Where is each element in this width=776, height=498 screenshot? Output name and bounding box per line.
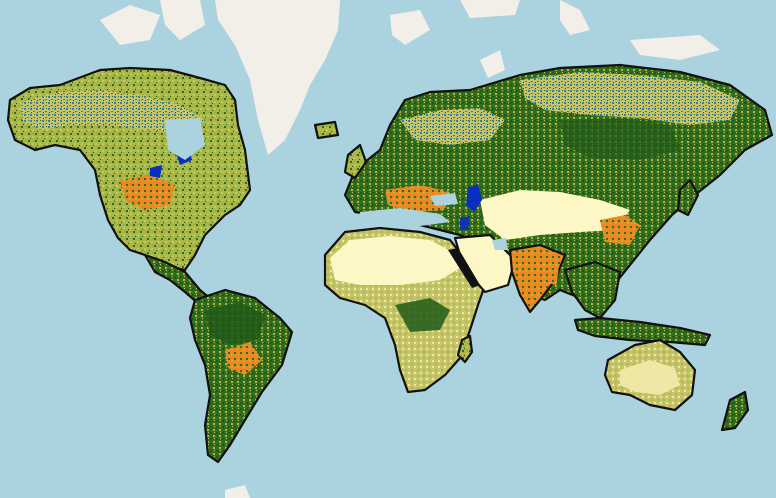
antarctica-edge [225, 485, 250, 498]
indonesia-islands [573, 316, 712, 347]
southeast-asia [563, 260, 622, 320]
new-zealand [720, 390, 750, 432]
iceland [313, 120, 340, 140]
indian-subcontinent [508, 243, 567, 314]
land-cover-classification [20, 72, 740, 395]
british-isles [343, 143, 368, 180]
ice-sheets [100, 0, 720, 155]
madagascar [456, 334, 474, 364]
japan [676, 178, 700, 217]
